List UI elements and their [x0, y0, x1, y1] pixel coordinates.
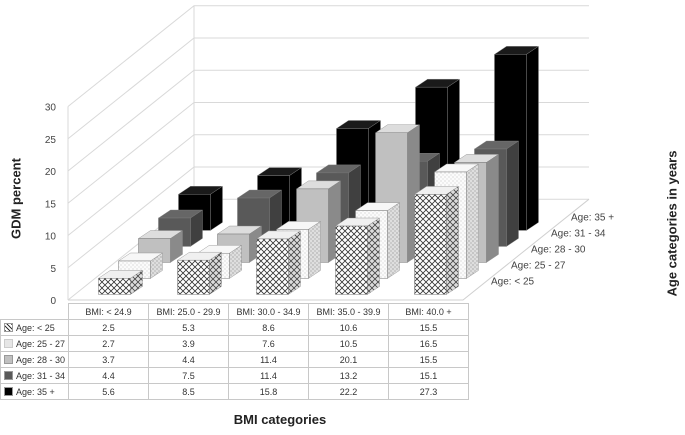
table-cell: 2.7	[68, 335, 149, 352]
wall-edge	[67, 5, 195, 300]
table-cell: 15.1	[388, 367, 469, 384]
bar-front-face	[98, 278, 131, 295]
bar-side-face	[506, 140, 519, 247]
table-column-header: BMI: 35.0 - 39.9	[308, 303, 389, 320]
bar	[255, 230, 302, 295]
table-cell: 11.4	[228, 351, 309, 368]
x-axis-title: BMI categories	[233, 412, 327, 427]
table-row: Age: 25 - 27 2.7 3.9 7.6 10.5 16.5	[0, 335, 469, 352]
table-cell: 7.5	[148, 367, 229, 384]
bar-front-face	[256, 238, 289, 295]
grid-layer	[67, 5, 590, 301]
bar-side-face	[526, 45, 539, 231]
y-tick-label: 5	[50, 264, 56, 275]
table-row-label: Age: 28 - 30	[16, 354, 66, 365]
table-cell: 4.4	[148, 351, 229, 368]
table-cell: 7.6	[228, 335, 309, 352]
y-axis-title: GDM percent	[8, 158, 24, 239]
table-cell: 8.6	[228, 319, 309, 336]
bar-side-face	[308, 221, 321, 279]
bar-front-face	[177, 259, 210, 295]
table-row: Age: 35 + 5.6 8.5 15.8 22.2 27.3	[0, 383, 469, 400]
depth-axis-title: Age categories in years	[664, 150, 680, 297]
depth-axis-tick-label: Age: 35 +	[571, 212, 614, 223]
legend-swatch	[4, 354, 13, 364]
y-tick-labels: 0 5 10 15 20 25 30	[45, 103, 57, 308]
table-cell: 8.5	[148, 383, 229, 400]
legend-swatch	[4, 386, 13, 396]
bar	[334, 217, 381, 295]
table-cell: 15.5	[388, 351, 469, 368]
table-cell: 3.7	[68, 351, 149, 368]
bar	[97, 269, 144, 295]
table-row-label: Age: 31 - 34	[16, 370, 66, 381]
table-cell: 4.4	[68, 367, 149, 384]
table-row-header: Age: 28 - 30	[0, 351, 69, 368]
table-column-header: BMI: < 24.9	[68, 303, 149, 320]
table-column-header: BMI: 25.0 - 29.9	[148, 303, 229, 320]
depth-axis-tick-label: Age: 31 - 34	[551, 228, 606, 239]
bars-layer	[97, 45, 540, 295]
table-cell: 3.9	[148, 335, 229, 352]
y-tick-label: 10	[45, 232, 57, 243]
table-corner-cell	[0, 303, 69, 320]
bar-side-face	[466, 163, 479, 279]
table-cell: 10.5	[308, 335, 389, 352]
table-cell: 16.5	[388, 335, 469, 352]
data-table: BMI: < 24.9 BMI: 25.0 - 29.9 BMI: 30.0 - 3…	[0, 303, 469, 400]
depth-axis-tick-label: Age: 28 - 30	[531, 244, 586, 255]
table-row-label: Age: 35 +	[16, 386, 55, 397]
table-cell: 22.2	[308, 383, 389, 400]
bar-front-face	[414, 194, 447, 295]
bar-side-face	[387, 202, 400, 279]
table-row-header: Age: 31 - 34	[0, 367, 69, 384]
bar-front-face	[335, 225, 368, 295]
table-column-header: BMI: 30.0 - 34.9	[228, 303, 309, 320]
table-cell: 2.5	[68, 319, 149, 336]
table-row-header: Age: 25 - 27	[0, 335, 69, 352]
bar	[176, 251, 223, 295]
table-header-row: BMI: < 24.9 BMI: 25.0 - 29.9 BMI: 30.0 - 3…	[0, 303, 469, 320]
table-row: Age: 31 - 34 4.4 7.5 11.4 13.2 15.1	[0, 367, 469, 384]
y-tick-label: 15	[45, 199, 57, 210]
bar-side-face	[288, 230, 301, 295]
table-cell: 20.1	[308, 351, 389, 368]
table-row: Age: 28 - 30 3.7 4.4 11.4 20.1 15.5	[0, 351, 469, 368]
depth-axis-tick-label: Age: < 25	[491, 276, 535, 287]
y-tick-label: 25	[45, 135, 57, 146]
table-cell: 13.2	[308, 367, 389, 384]
table-cell: 5.6	[68, 383, 149, 400]
legend-swatch	[4, 370, 13, 380]
bar-side-face	[210, 185, 223, 231]
bar	[413, 186, 460, 295]
table-row-label: Age: < 25	[16, 322, 55, 333]
y-tick-label: 30	[45, 103, 57, 114]
floor-edge	[68, 198, 590, 301]
table-cell: 15.8	[228, 383, 309, 400]
table-row-label: Age: 25 - 27	[16, 338, 66, 349]
table-cell: 10.6	[308, 319, 389, 336]
table-row: Age: < 25 2.5 5.3 8.6 10.6 15.5	[0, 319, 469, 336]
legend-swatch	[4, 338, 13, 348]
table-cell: 11.4	[228, 367, 309, 384]
y-tick-label: 0	[50, 296, 56, 307]
depth-axis-labels: Age: 35 + Age: 31 - 34 Age: 28 - 30 Age: 25…	[491, 212, 614, 287]
y-tick-label: 20	[45, 167, 57, 178]
table-column-header: BMI: 40.0 +	[388, 303, 469, 320]
table-cell: 5.3	[148, 319, 229, 336]
table-cell: 27.3	[388, 383, 469, 400]
bar-side-face	[446, 186, 459, 295]
table-cell: 15.5	[388, 319, 469, 336]
legend-swatch	[4, 322, 13, 332]
table-row-header: Age: < 25	[0, 319, 69, 336]
table-row-header: Age: 35 +	[0, 383, 69, 400]
depth-axis-tick-label: Age: 25 - 27	[511, 260, 566, 271]
bar-side-face	[367, 217, 380, 295]
bar-side-face	[486, 154, 499, 263]
